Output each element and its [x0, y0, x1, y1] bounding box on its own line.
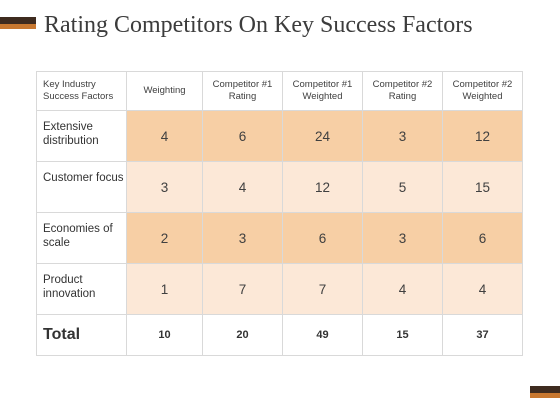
- table-cell: 2: [126, 212, 203, 264]
- header-competitor1-rating: Competitor #1 Rating: [202, 71, 283, 111]
- table-cell: 6: [202, 110, 283, 162]
- table-cell: 15: [442, 161, 523, 213]
- table-cell: 4: [202, 161, 283, 213]
- table-cell: 7: [282, 263, 363, 315]
- header-competitor2-weighted: Competitor #2 Weighted: [442, 71, 523, 111]
- total-cell: 20: [202, 314, 283, 356]
- table-cell: 3: [126, 161, 203, 213]
- total-label: Total: [36, 314, 127, 356]
- factor-label: Economies of scale: [36, 212, 127, 264]
- title-accent-dark-stripe: [0, 17, 36, 24]
- table-cell: 6: [442, 212, 523, 264]
- table-cell: 12: [442, 110, 523, 162]
- total-cell: 49: [282, 314, 363, 356]
- table-cell: 5: [362, 161, 443, 213]
- table-row: Economies of scale 2 3 6 3 6: [36, 212, 523, 264]
- factor-label: Customer focus: [36, 161, 127, 213]
- slide-title: Rating Competitors On Key Success Factor…: [44, 12, 473, 38]
- table-cell: 4: [362, 263, 443, 315]
- footer-accent-bar: [530, 386, 560, 400]
- footer-accent-dark-stripe: [530, 386, 560, 393]
- table-row: Customer focus 3 4 12 5 15: [36, 161, 523, 213]
- table-cell: 3: [202, 212, 283, 264]
- table-row: Product innovation 1 7 7 4 4: [36, 263, 523, 315]
- table-cell: 4: [442, 263, 523, 315]
- title-accent-bar: [0, 17, 36, 31]
- table-cell: 6: [282, 212, 363, 264]
- factor-label: Product innovation: [36, 263, 127, 315]
- table-cell: 24: [282, 110, 363, 162]
- table-header-row: Key Industry Success Factors Weighting C…: [36, 71, 523, 111]
- factor-label: Extensive distribution: [36, 110, 127, 162]
- title-accent-orange-stripe: [0, 24, 36, 29]
- total-cell: 10: [126, 314, 203, 356]
- table-row: Extensive distribution 4 6 24 3 12: [36, 110, 523, 162]
- table-cell: 1: [126, 263, 203, 315]
- table-cell: 12: [282, 161, 363, 213]
- total-row: Total 10 20 49 15 37: [36, 314, 523, 356]
- total-cell: 15: [362, 314, 443, 356]
- header-competitor1-weighted: Competitor #1 Weighted: [282, 71, 363, 111]
- header-weighting: Weighting: [126, 71, 203, 111]
- success-factors-table: Key Industry Success Factors Weighting C…: [36, 71, 523, 356]
- header-factors: Key Industry Success Factors: [36, 71, 127, 111]
- table-cell: 3: [362, 212, 443, 264]
- footer-accent-orange-stripe: [530, 393, 560, 398]
- table-cell: 3: [362, 110, 443, 162]
- total-cell: 37: [442, 314, 523, 356]
- table-cell: 7: [202, 263, 283, 315]
- header-competitor2-rating: Competitor #2 Rating: [362, 71, 443, 111]
- table-cell: 4: [126, 110, 203, 162]
